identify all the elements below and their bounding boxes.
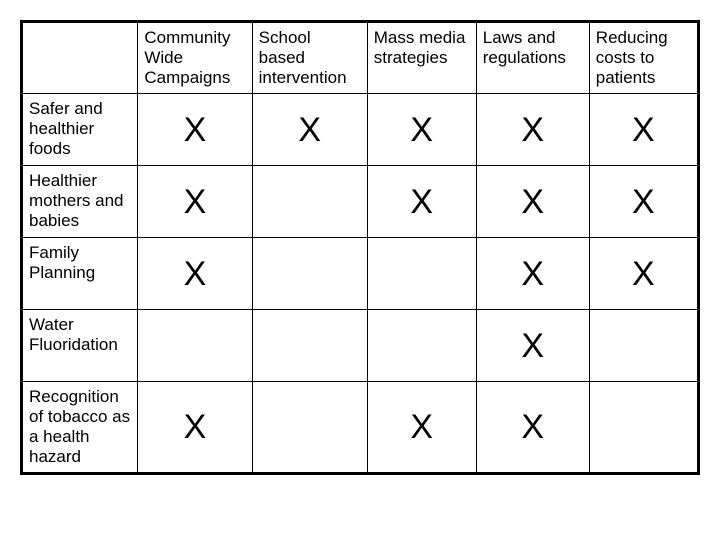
cell [252,382,367,474]
intervention-table-container: Community Wide Campaigns School based in… [20,20,700,475]
col-header-community: Community Wide Campaigns [138,22,252,94]
row-label-healthier-mothers: Healthier mothers and babies [22,166,138,238]
col-header-reducing-costs: Reducing costs to patients [589,22,698,94]
cell: X [476,382,589,474]
cell: X [476,94,589,166]
row-label-water-fluoridation: Water Fluoridation [22,310,138,382]
row-label-family-planning: Family Planning [22,238,138,310]
cell: X [476,166,589,238]
cell [367,238,476,310]
cell: X [252,94,367,166]
cell: X [138,382,252,474]
cell [138,310,252,382]
cell: X [589,94,698,166]
cell: X [138,166,252,238]
header-row: Community Wide Campaigns School based in… [22,22,699,94]
cell [252,310,367,382]
table-row: Family Planning X X X [22,238,699,310]
cell [252,166,367,238]
row-label-tobacco: Recognition of tobacco as a health hazar… [22,382,138,474]
cell: X [476,238,589,310]
cell: X [367,166,476,238]
cell: X [367,382,476,474]
cell: X [138,94,252,166]
table-row: Recognition of tobacco as a health hazar… [22,382,699,474]
col-header-mass-media: Mass media strategies [367,22,476,94]
cell: X [589,166,698,238]
cell: X [138,238,252,310]
table-row: Healthier mothers and babies X X X X [22,166,699,238]
cell [252,238,367,310]
cell: X [367,94,476,166]
table-body: Safer and healthier foods X X X X X Heal… [22,94,699,474]
cell [589,310,698,382]
col-header-laws: Laws and regulations [476,22,589,94]
cell [367,310,476,382]
row-label-safer-foods: Safer and healthier foods [22,94,138,166]
intervention-table: Community Wide Campaigns School based in… [20,20,700,475]
col-header-school: School based intervention [252,22,367,94]
table-row: Safer and healthier foods X X X X X [22,94,699,166]
table-row: Water Fluoridation X [22,310,699,382]
corner-cell [22,22,138,94]
cell [589,382,698,474]
cell: X [476,310,589,382]
cell: X [589,238,698,310]
